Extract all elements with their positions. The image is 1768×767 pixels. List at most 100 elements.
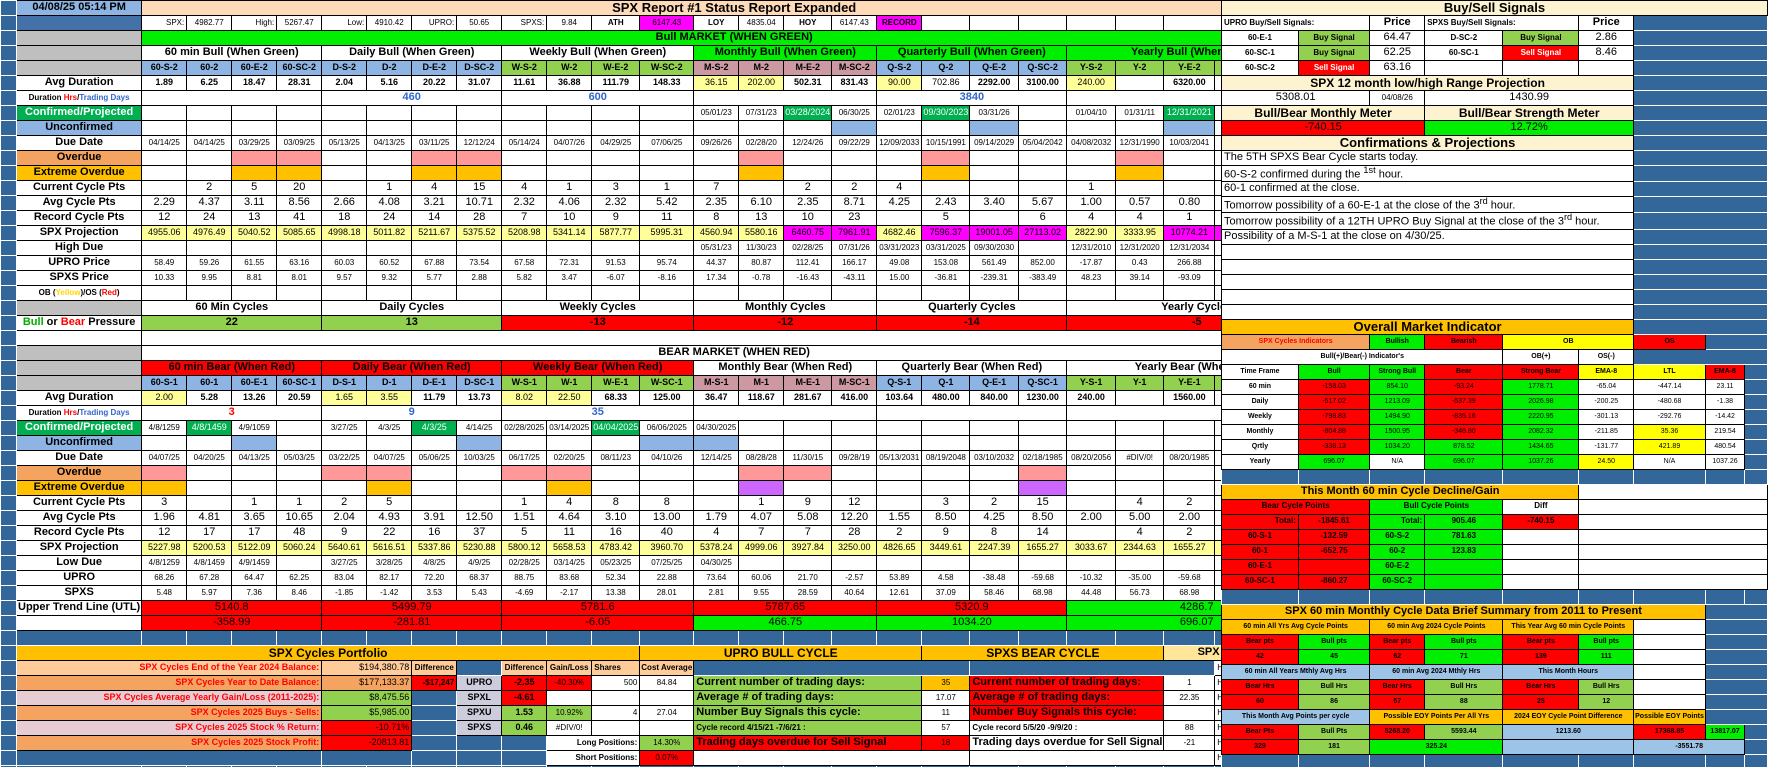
data-cell: [1163, 150, 1216, 166]
ticker-shares: [591, 690, 641, 706]
data-cell: [1114, 150, 1165, 166]
bear-cycle-code: 60-1: [1221, 543, 1299, 560]
data-cell: 7: [738, 525, 785, 541]
portfolio-label: SPX Cycles 2025 Stock Profit:: [15, 735, 323, 751]
bear-cycle-code: 60-SC-1: [1221, 573, 1299, 590]
data-cell: [921, 435, 971, 451]
bear-cycle-value: -132.59: [1297, 528, 1371, 545]
data-cell: [456, 105, 503, 121]
omi-indicator-sublabel: Bull(+)/Bear(-) Indicator's: [1220, 348, 1504, 365]
data-cell: [591, 150, 641, 166]
spacer-blue: [456, 750, 503, 766]
data-cell: [738, 285, 785, 301]
utl-diff-value: 1034.20: [876, 615, 1068, 631]
summary-possible-eoy-label: Possible EOY Points: [1633, 708, 1706, 725]
row-label: Due Date: [15, 450, 143, 466]
data-cell: 2: [831, 180, 878, 196]
data-cell: 37.09: [921, 585, 971, 601]
omi-ema8: -211.85: [1578, 423, 1635, 440]
data-cell: [591, 105, 641, 121]
data-cell: 1655.27: [1017, 540, 1068, 556]
row-marker: [0, 15, 17, 31]
row-label: Due Date: [15, 135, 143, 151]
spacer-blue: [969, 630, 1019, 646]
bear-cycle-code: Q-S-1: [876, 375, 923, 391]
data-cell: 1.51: [501, 510, 548, 526]
ticker-name: UPRO: [456, 675, 503, 691]
row-marker: [0, 195, 17, 211]
data-cell: [186, 165, 233, 181]
data-cell: 37: [456, 525, 503, 541]
data-cell: 20: [276, 180, 323, 196]
bear-market-banner: BEAR MARKET (WHEN RED): [141, 345, 1328, 361]
summary-group-1: 60 min All Yrs Avg Cycle Points: [1220, 618, 1371, 635]
duration-span: 3840: [876, 90, 1068, 106]
bull-total-value: 905.46: [1424, 513, 1504, 530]
data-cell: 13.26: [231, 390, 278, 406]
data-cell: 2.32: [591, 195, 641, 211]
diff-header: Diff: [1502, 498, 1580, 515]
omi-ema8: -301.13: [1578, 408, 1635, 425]
utl-value: 5140.8: [141, 600, 323, 616]
data-cell: 5.28: [186, 390, 233, 406]
data-cell: 4998.18: [321, 225, 368, 241]
quote-record-badge: RECORD: [876, 15, 923, 31]
data-cell: 06/06/2025: [639, 420, 695, 436]
data-cell: 12: [141, 525, 188, 541]
portfolio-label: SPX Cycles 2025 Buys - Sells:: [15, 705, 323, 721]
data-cell: 3.55: [366, 390, 413, 406]
row-marker: [0, 345, 17, 361]
row-label: Avg Cycle Pts: [15, 195, 143, 211]
data-cell: [546, 120, 593, 136]
data-cell: 3960.70: [639, 540, 695, 556]
spxs-signal-status: Sell Signal: [1502, 45, 1580, 61]
row-label: SPX Projection: [15, 540, 143, 556]
confirmation-item: The 5TH SPXS Bear Cycle starts today.: [1220, 150, 1635, 166]
spacer-blue: [1633, 348, 1768, 365]
data-cell: [501, 285, 548, 301]
spacer-blue: [1633, 120, 1768, 136]
spacer-blue: [1744, 468, 1768, 485]
confirmation-blank: [1220, 303, 1635, 320]
spacer-blue: [1369, 753, 1426, 767]
utl-diff-value: 466.75: [693, 615, 878, 631]
bull-cycle-code: 60-S-2: [1369, 528, 1426, 545]
row-marker: [0, 450, 17, 466]
row-label: Extreme Overdue: [15, 480, 143, 496]
row-marker: [0, 510, 17, 526]
summary-month-bull-pts-header: Bull Pts: [1297, 723, 1371, 740]
cycles-group-header: Daily Cycles: [321, 300, 503, 316]
data-cell: [1066, 495, 1116, 511]
data-cell: 4.25: [876, 195, 923, 211]
data-cell: 2.32: [501, 195, 548, 211]
ticker-cost: 27.04: [639, 705, 695, 721]
data-cell: 03/31/2025: [921, 240, 971, 256]
data-cell: 10/03/25: [456, 450, 503, 466]
spacer-blue: [501, 750, 548, 766]
data-cell: [141, 285, 188, 301]
omi-ema8-os: 219.54: [1704, 423, 1746, 440]
spacer-blue: [1633, 318, 1768, 335]
data-cell: 05/06/25: [411, 450, 458, 466]
omi-col-timeframe: Time Frame: [1221, 363, 1299, 380]
data-cell: [186, 285, 233, 301]
data-cell: 12: [141, 210, 188, 226]
monthly-summary-title: SPX 60 min Monthly Cycle Data Brief Summ…: [1221, 603, 1706, 620]
data-cell: [141, 105, 188, 121]
data-cell: [1017, 240, 1068, 256]
data-cell: [1017, 120, 1068, 136]
data-cell: [321, 465, 368, 481]
summary-bear-hrs: 57: [1369, 693, 1426, 710]
data-cell: 91.53: [591, 255, 641, 271]
spacer-blue: [1633, 228, 1768, 245]
data-cell: [591, 120, 641, 136]
portfolio-value: $177,133.37: [321, 675, 413, 691]
bull-cycle-code: 60-2: [186, 60, 233, 76]
summary-group-2: 60 min Avg 2024 Cycle Points: [1369, 618, 1504, 635]
portfolio-value: $194,380.78: [321, 660, 413, 676]
spacer-blue: [1633, 164, 1768, 183]
blank: [1633, 618, 1706, 635]
data-cell: [783, 420, 833, 436]
data-cell: 04/13/25: [231, 450, 278, 466]
row-label: Low Due: [15, 555, 143, 571]
